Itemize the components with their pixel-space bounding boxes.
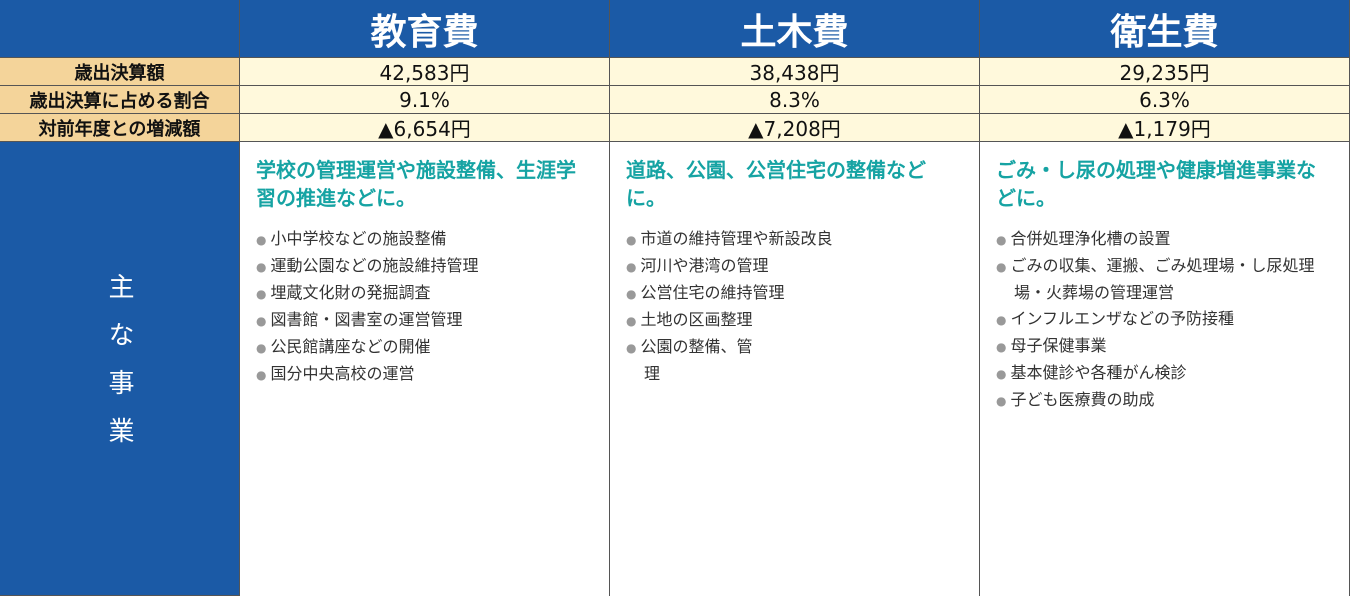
row-label: 対前年度との増減額 — [0, 114, 240, 142]
column-header: 土木費 — [610, 0, 980, 58]
project-column: 道路、公園、公営住宅の整備などに。市道の維持管理や新設改良河川や港湾の管理公営住… — [610, 142, 980, 596]
project-column: ごみ・し尿の処理や健康増進事業などに。合併処理浄化槽の設置ごみの収集、運搬、ごみ… — [980, 142, 1350, 596]
column-header: 衛生費 — [980, 0, 1350, 58]
row-label: 歳出決算額 — [0, 58, 240, 86]
cell: 9.1% — [240, 86, 610, 114]
item-list: 小中学校などの施設整備運動公園などの施設維持管理埋蔵文化財の発掘調査図書館・図書… — [256, 226, 593, 388]
cell: ▲7,208円 — [610, 114, 980, 142]
main-projects-label: 主な事業 — [0, 142, 240, 596]
item: 子ども医療費の助成 — [996, 387, 1333, 414]
item: 土地の区画整理 — [626, 307, 963, 334]
item: 公園の整備、管理 — [626, 334, 754, 387]
corner — [0, 0, 240, 58]
cell: 29,235円 — [980, 58, 1350, 86]
item: ごみの収集、運搬、ごみ処理場・し尿処理場・火葬場の管理運営 — [996, 253, 1333, 306]
summary: 学校の管理運営や施設整備、生涯学習の推進などに。 — [256, 158, 576, 210]
summary: ごみ・し尿の処理や健康増進事業などに。 — [996, 158, 1316, 210]
item-list: 市道の維持管理や新設改良河川や港湾の管理公営住宅の維持管理土地の区画整理公園の整… — [626, 226, 963, 387]
cell: ▲1,179円 — [980, 114, 1350, 142]
column-header: 教育費 — [240, 0, 610, 58]
item: 母子保健事業 — [996, 333, 1333, 360]
item: 小中学校などの施設整備 — [256, 226, 593, 253]
item: 市道の維持管理や新設改良 — [626, 226, 963, 253]
item: 河川や港湾の管理 — [626, 253, 963, 280]
item-list: 合併処理浄化槽の設置ごみの収集、運搬、ごみ処理場・し尿処理場・火葬場の管理運営イ… — [996, 226, 1333, 414]
summary: 道路、公園、公営住宅の整備などに。 — [626, 158, 926, 210]
row-label: 歳出決算に占める割合 — [0, 86, 240, 114]
item: 図書館・図書室の運営管理 — [256, 307, 593, 334]
cell: 6.3% — [980, 86, 1350, 114]
item: 合併処理浄化槽の設置 — [996, 226, 1333, 253]
cell: ▲6,654円 — [240, 114, 610, 142]
item: インフルエンザなどの予防接種 — [996, 306, 1333, 333]
cell: 38,438円 — [610, 58, 980, 86]
project-column: 学校の管理運営や施設整備、生涯学習の推進などに。小中学校などの施設整備運動公園な… — [240, 142, 610, 596]
cell: 8.3% — [610, 86, 980, 114]
item: 基本健診や各種がん検診 — [996, 360, 1333, 387]
item: 公民館講座などの開催 — [256, 334, 593, 361]
item: 国分中央高校の運営 — [256, 361, 593, 388]
cell: 42,583円 — [240, 58, 610, 86]
item: 運動公園などの施設維持管理 — [256, 253, 593, 280]
item: 埋蔵文化財の発掘調査 — [256, 280, 593, 307]
item: 公営住宅の維持管理 — [626, 280, 963, 307]
margin — [1350, 0, 1368, 596]
